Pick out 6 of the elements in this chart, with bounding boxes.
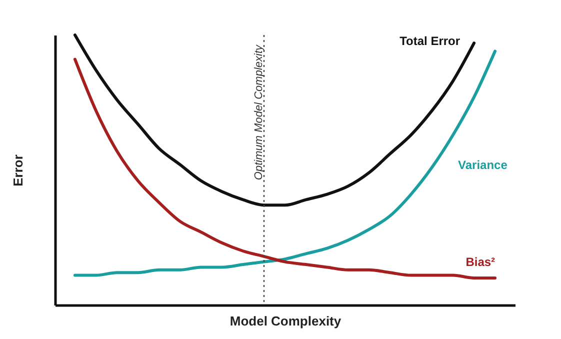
series-label: Variance	[458, 158, 508, 172]
y-axis-title: Error	[10, 154, 26, 186]
text: Optimum Model Complexity	[252, 45, 265, 180]
series-label: Total Error	[400, 34, 460, 48]
x-axis-title: Model Complexity	[230, 314, 342, 328]
series-label: Bias²	[466, 255, 496, 269]
